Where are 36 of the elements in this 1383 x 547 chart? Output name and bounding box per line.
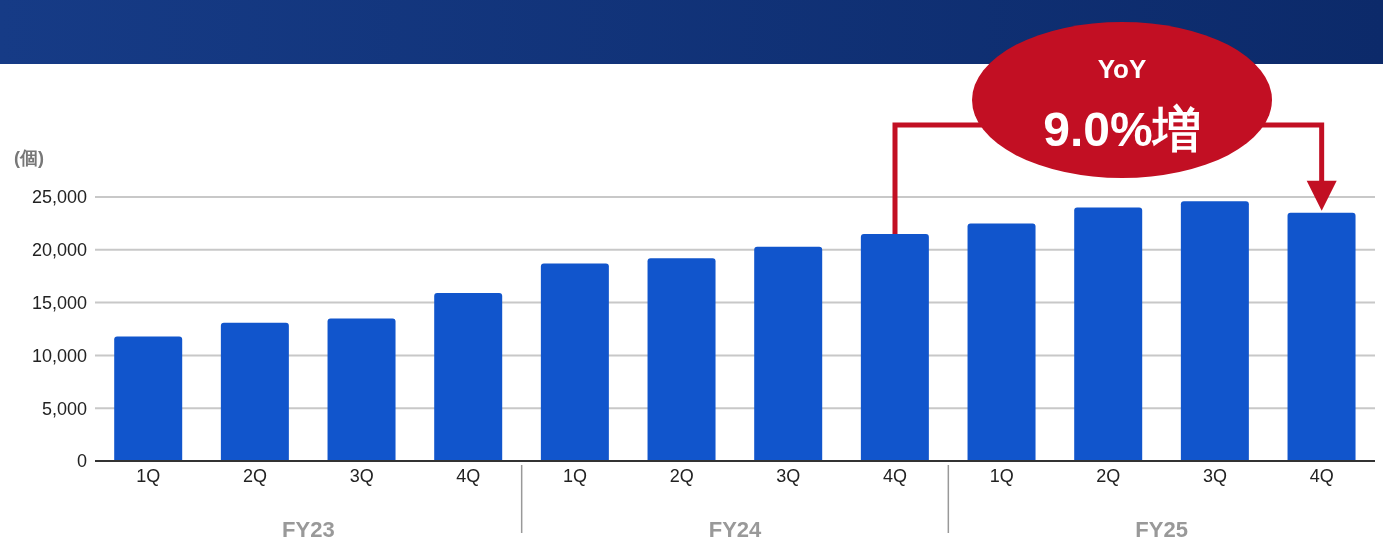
x-tick-label: 3Q — [349, 465, 374, 486]
x-tick-label: 4Q — [882, 465, 908, 486]
bar — [860, 233, 929, 461]
y-tick-label: 10,000 — [31, 345, 87, 366]
x-tick-label: 2Q — [669, 465, 694, 486]
bar — [220, 322, 289, 461]
y-axis-title: (個) — [14, 147, 44, 170]
bar — [434, 293, 503, 461]
x-tick-label: 1Q — [562, 465, 588, 486]
text: FY24 — [708, 517, 763, 542]
x-tick-label: 2Q — [1096, 465, 1121, 486]
bar — [540, 263, 609, 461]
bar — [647, 258, 716, 461]
bar — [114, 336, 183, 461]
bar — [967, 223, 1036, 461]
x-tick-label: 3Q — [1202, 465, 1228, 486]
x-tick-label: 3Q — [776, 465, 801, 486]
bar — [1074, 207, 1143, 461]
bar — [1287, 212, 1356, 461]
bar — [1180, 201, 1249, 461]
x-tick-label: 4Q — [456, 465, 481, 486]
text: 9.0%増 — [1043, 103, 1201, 156]
x-tick-label: 4Q — [1309, 465, 1334, 486]
x-tick-label: 1Q — [989, 465, 1014, 486]
y-tick-label: 25,000 — [31, 187, 87, 208]
x-tick-label: 1Q — [136, 465, 161, 486]
y-tick-label: 20,000 — [31, 240, 87, 261]
text: FY23 — [282, 517, 335, 542]
y-tick-label: 5,000 — [41, 398, 87, 419]
y-tick-label: 15,000 — [31, 292, 87, 313]
x-tick-label: 2Q — [242, 465, 268, 486]
bar — [327, 318, 396, 461]
bar — [754, 246, 823, 461]
text: FY25 — [1135, 517, 1188, 542]
text: YoY — [1097, 54, 1147, 84]
y-tick-label: 0 — [76, 451, 87, 472]
